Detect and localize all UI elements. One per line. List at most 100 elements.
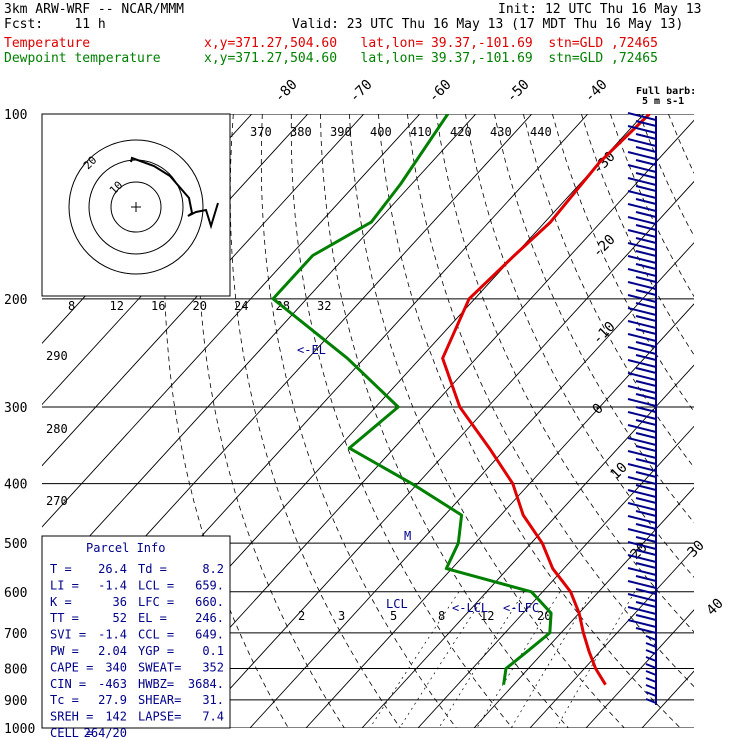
mixing-ratio-label-3: 3: [338, 609, 345, 623]
forecast-hour: Fcst: 11 h: [4, 17, 106, 32]
mixing-ratio-label-8: 8: [438, 609, 445, 623]
temperature-label: Temperature: [4, 36, 91, 51]
wind-barb: [627, 554, 657, 563]
hodograph-ring: [110, 181, 162, 233]
pressure-label-100: 100: [4, 108, 27, 123]
mixing-ratio-line: [556, 591, 636, 728]
wind-barb: [635, 302, 657, 309]
isotherm-line: [473, 486, 694, 728]
wind-barb: [635, 601, 657, 608]
hodograph-speed-label-32: 32: [317, 299, 331, 313]
parcel-value: 7.4: [202, 710, 224, 724]
parcel-value: 36: [113, 595, 127, 609]
wind-barb: [645, 656, 657, 662]
annotation-3: LCL: [386, 597, 408, 611]
hodograph-ring: [68, 139, 204, 275]
dry-adiabat: [639, 114, 694, 237]
wind-barb: [627, 190, 657, 199]
wind-barb: [635, 471, 657, 478]
parcel-value: -1.4: [98, 578, 127, 592]
dry-adiabat: [726, 114, 740, 728]
isotherm-label--50: -50: [504, 77, 533, 106]
wind-barb: [635, 159, 657, 166]
theta-side-label-280: 280: [46, 422, 68, 436]
wind-barb: [635, 367, 657, 374]
parcel-key: Td =: [138, 562, 167, 576]
isotherm-line: [305, 303, 694, 728]
wind-barb: [635, 588, 657, 595]
pressure-label-700: 700: [4, 627, 27, 642]
wind-barb: [627, 203, 657, 212]
hodograph-speed-label-12: 12: [110, 299, 124, 313]
wind-barb: [645, 642, 657, 648]
wind-legend-units: 5 m s-1: [642, 96, 684, 107]
parcel-key: HWBZ=: [138, 677, 174, 691]
isotherm-label--70: -70: [347, 77, 376, 106]
theta-label-390: 390: [330, 125, 352, 139]
isotherm-line: [193, 180, 694, 728]
parcel-key: CIN =: [50, 677, 86, 691]
dry-adiabat: [581, 114, 694, 356]
mixing-ratio-label-20: 20: [537, 609, 551, 623]
isotherm-line: [529, 548, 694, 728]
wind-barb: [627, 320, 657, 329]
wind-barb: [627, 281, 657, 290]
wind-barb: [627, 411, 657, 420]
wind-barb: [645, 635, 657, 641]
wind-barb: [627, 138, 657, 147]
wind-barb: [627, 567, 657, 576]
dewpoint-location: x,y=371.27,504.60 lat,lon= 39.37,-101.69…: [204, 51, 658, 66]
dry-adiabat: [523, 114, 694, 469]
parcel-key: SWEAT=: [138, 660, 181, 674]
parcel-key: LCL =: [138, 578, 174, 592]
wind-barb: [635, 510, 657, 517]
wind-barb: [627, 541, 657, 550]
sounding-traces: [271, 114, 651, 686]
wind-barb: [627, 294, 657, 303]
wind-barb: [627, 424, 657, 433]
isotherm-label-40: 40: [704, 596, 727, 619]
wind-barb: [635, 224, 657, 231]
isotherm-label--40: -40: [582, 77, 611, 106]
parcel-key: TT =: [50, 611, 79, 625]
wind-barb: [627, 346, 657, 355]
wind-barb: [635, 614, 657, 621]
model-title: 3km ARW-WRF -- NCAR/MMM: [4, 2, 185, 17]
parcel-value: 649.: [195, 628, 224, 642]
mixing-ratio-line: [399, 591, 488, 728]
wind-barb: [627, 593, 657, 602]
parcel-value: 27.9: [98, 693, 127, 707]
wind-barb: [627, 476, 657, 485]
pressure-label-600: 600: [4, 586, 27, 601]
wind-barb: [627, 580, 657, 589]
theta-label-410: 410: [410, 125, 432, 139]
wind-barb: [635, 133, 657, 140]
theta-label-400: 400: [370, 125, 392, 139]
wind-barb: [627, 164, 657, 173]
wind-barb: [635, 341, 657, 348]
parcel-key: K =: [50, 595, 72, 609]
parcel-value: 340: [105, 660, 127, 674]
wind-barb: [627, 606, 657, 615]
wind-barb: [635, 263, 657, 270]
parcel-key: LAPSE=: [138, 710, 181, 724]
isotherm-line: [698, 114, 740, 728]
theta-label-420: 420: [450, 125, 472, 139]
parcel-key: LFC =: [138, 595, 174, 609]
wind-barb: [635, 575, 657, 582]
parcel-key: Tc =: [50, 693, 79, 707]
hodograph-speed-label-20: 20: [193, 299, 207, 313]
parcel-value: 142: [105, 710, 127, 724]
parcel-value: 659.: [195, 578, 224, 592]
parcel-value: -1.4: [98, 628, 127, 642]
wind-barb: [627, 112, 657, 121]
mixing-ratio-label-12: 12: [480, 609, 494, 623]
wind-barb: [627, 489, 657, 498]
annotation-1: <-LCL: [452, 601, 488, 615]
wind-barb: [635, 237, 657, 244]
wind-barb: [627, 229, 657, 238]
wind-barb: [635, 406, 657, 413]
parcel-title: Parcel Info: [86, 541, 165, 555]
dry-adiabat: [407, 114, 694, 688]
wind-barb: [645, 663, 657, 669]
